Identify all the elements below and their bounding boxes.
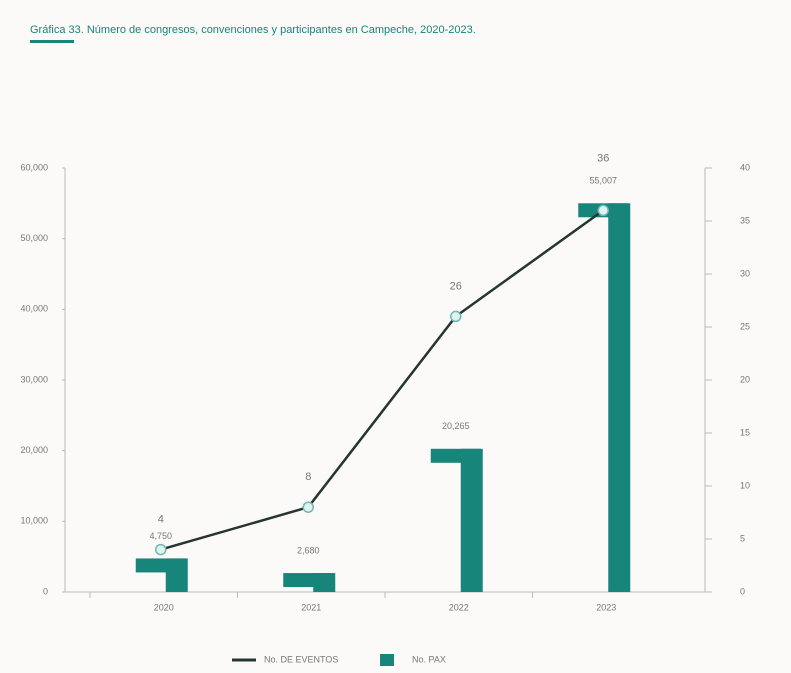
bar-cap: [430, 448, 481, 463]
x-tick-label: 2023: [596, 602, 616, 612]
bar-cap: [135, 558, 186, 573]
bar-cap: [283, 573, 334, 588]
chart-title: Gráfica 33. Número de congresos, convenc…: [30, 24, 476, 36]
y-tick-label: 30,000: [20, 374, 48, 384]
y-tick-label: 50,000: [20, 233, 48, 243]
y-tick-label: 0: [43, 586, 48, 596]
value-label: 8: [305, 471, 311, 483]
bar: [460, 448, 483, 592]
x-tick-label: 2020: [154, 602, 174, 612]
value-label: 4,750: [149, 531, 172, 541]
legend-swatch: [380, 654, 394, 666]
value-label: 26: [450, 280, 462, 292]
value-label: 55,007: [589, 176, 617, 186]
legend-label: No. DE EVENTOS: [264, 654, 338, 664]
x-tick-label: 2022: [449, 602, 469, 612]
title-underline: [30, 40, 74, 43]
point: [302, 501, 314, 513]
y2-tick-label: 15: [740, 427, 750, 437]
bar: [608, 203, 631, 592]
value-label: 36: [597, 152, 609, 164]
y2-tick-label: 0: [740, 586, 745, 596]
value-label: 2,680: [297, 545, 320, 555]
y-tick-label: 40,000: [20, 304, 48, 314]
y2-tick-label: 25: [740, 321, 750, 331]
y-tick-label: 10,000: [20, 516, 48, 526]
y2-tick-label: 40: [740, 162, 750, 172]
y2-tick-label: 5: [740, 533, 745, 543]
y2-tick-label: 20: [740, 374, 750, 384]
point: [597, 204, 609, 217]
y2-tick-label: 10: [740, 480, 750, 490]
y-tick-label: 20,000: [20, 445, 48, 455]
value-label: 4: [158, 514, 164, 526]
point: [155, 543, 167, 556]
y2-tick-label: 35: [740, 215, 750, 225]
legend-label: No. PAX: [412, 654, 446, 664]
value-label: 20,265: [442, 421, 470, 431]
x-tick-label: 2021: [301, 602, 321, 612]
line: [160, 209, 604, 551]
y2-tick-label: 30: [740, 268, 750, 278]
y-tick-label: 60,000: [20, 162, 48, 172]
point: [450, 310, 462, 323]
